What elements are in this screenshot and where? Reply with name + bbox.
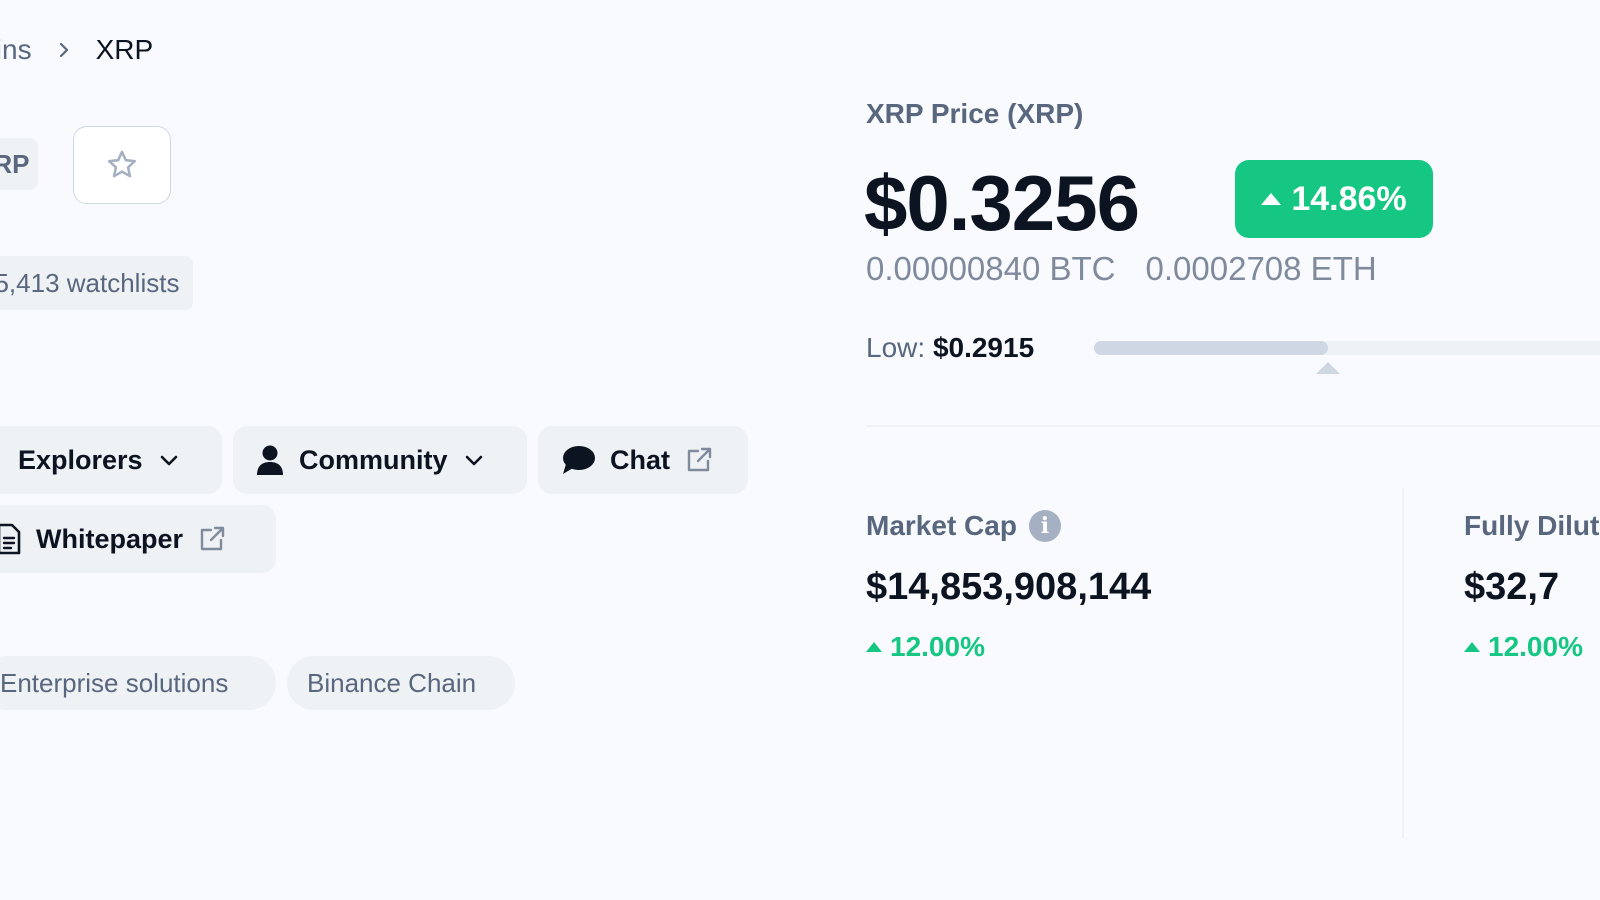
arrow-up-icon: [1261, 193, 1282, 205]
low-price: Low: $0.2915: [866, 332, 1035, 363]
price-range-fill: [1094, 341, 1328, 355]
price-change-badge: 14.86%: [1235, 160, 1433, 238]
market-cap-value: $14,853,908,144: [866, 566, 1152, 608]
tag-binance-chain[interactable]: Binance Chain: [287, 656, 515, 710]
external-link-icon: [200, 526, 225, 551]
market-cap-change: 12.00%: [866, 631, 1151, 663]
fully-diluted-change: 12.00%: [1464, 631, 1600, 663]
stats-divider: [1402, 488, 1404, 838]
community-label: Community: [299, 444, 448, 475]
breadcrumb-current: XRP: [95, 34, 154, 65]
star-icon: [107, 150, 137, 178]
user-icon: [257, 445, 283, 475]
price-range-bar: [1094, 341, 1600, 355]
market-cap-label: Market Cap i: [866, 510, 1151, 542]
watchlist-star-button[interactable]: [73, 126, 171, 204]
chat-link[interactable]: Chat: [538, 426, 748, 494]
section-divider: [866, 425, 1600, 427]
chevron-down-icon: [465, 455, 482, 466]
tag-enterprise-solutions[interactable]: Enterprise solutions: [0, 656, 276, 710]
chat-bubble-icon: [563, 446, 595, 474]
info-icon[interactable]: i: [1028, 510, 1061, 542]
external-link-icon: [687, 447, 712, 472]
price-title: XRP Price (XRP): [866, 98, 1084, 129]
price-change-value: 14.86%: [1291, 179, 1407, 218]
fully-diluted-value: $32,7: [1464, 566, 1560, 608]
chevron-right-icon: [59, 42, 68, 58]
coin-symbol-badge: XRP: [0, 138, 38, 190]
low-price-value: $0.2915: [932, 332, 1035, 363]
explorers-dropdown[interactable]: Explorers: [0, 426, 222, 494]
fully-diluted-stat: Fully Diluted Market Cap $32,7 12.00%: [1464, 510, 1600, 663]
whitepaper-link[interactable]: Whitepaper: [0, 505, 276, 573]
breadcrumb-parent[interactable]: Coins: [0, 34, 32, 65]
chevron-down-icon: [160, 455, 177, 466]
document-icon: [0, 523, 21, 555]
whitepaper-label: Whitepaper: [36, 523, 184, 554]
price-eth: 0.0002708 ETH: [1145, 250, 1377, 287]
current-price: $0.3256: [864, 159, 1140, 247]
price-conversions: 0.00000840 BTC 0.0002708 ETH: [866, 250, 1377, 288]
search-icon: [0, 446, 4, 474]
breadcrumb: Coins XRP: [0, 34, 153, 66]
watchlists-count: 95,413 watchlists: [0, 256, 194, 310]
price-btc: 0.00000840 BTC: [866, 250, 1116, 287]
arrow-up-icon: [1464, 642, 1480, 652]
market-cap-stat: Market Cap i $14,853,908,144 12.00%: [866, 510, 1151, 663]
chat-label: Chat: [610, 444, 670, 475]
explorers-label: Explorers: [18, 444, 143, 475]
fully-diluted-label: Fully Diluted Market Cap: [1464, 510, 1600, 541]
community-dropdown[interactable]: Community: [233, 426, 527, 494]
arrow-up-icon: [866, 642, 882, 652]
price-range-marker: [1316, 362, 1340, 374]
